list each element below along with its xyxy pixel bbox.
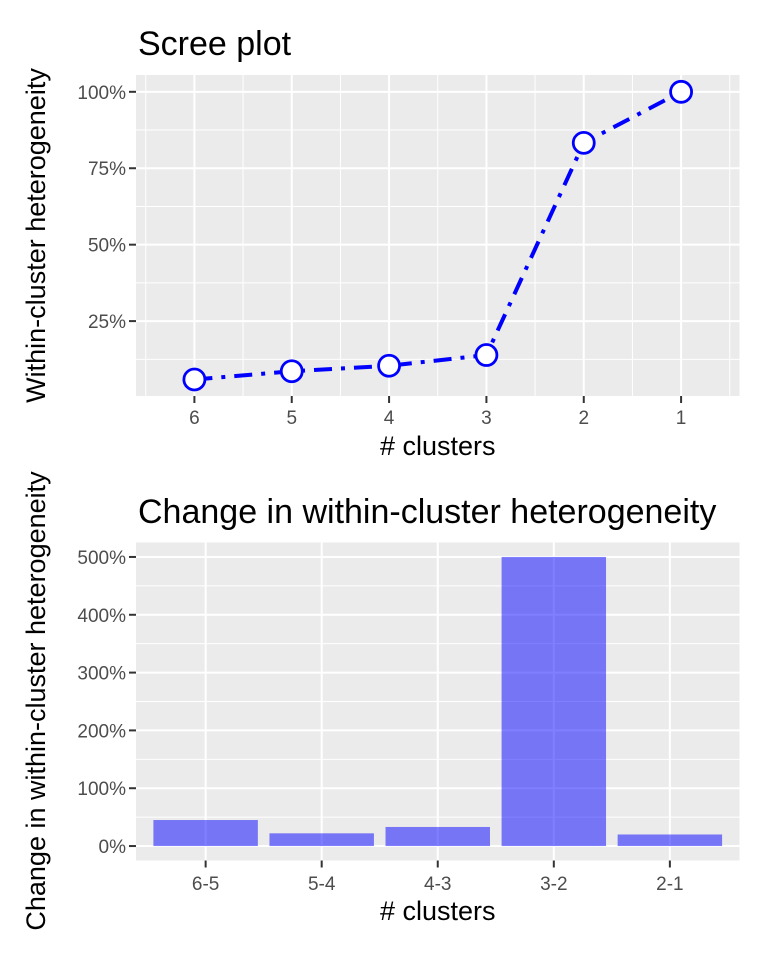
y-tick-label: 25% [88,312,126,333]
x-tick-label: 4-3 [424,874,451,895]
x-tick-label: 6 [189,408,200,429]
scree-y-axis-title: Within-cluster heterogeneity [21,68,51,403]
change-bar [501,556,607,847]
scree-x-axis-title: # clusters [380,431,496,461]
change-bar-chart: 6-5 5-4 4-3 3-2 2-1 0% 100% 200% 300% 400% 500% [77,542,740,895]
scree-data-point [279,359,304,384]
x-tick-label: 3 [481,408,492,429]
scree-data-point [571,130,596,155]
change-bar [153,820,258,847]
change-y-axis-title: Change in within-cluster heterogeneity [21,471,51,931]
scree-data-point [474,343,499,367]
y-tick-label: 100% [77,779,126,800]
scree-data-point [377,353,401,378]
x-tick-label: 5-4 [308,874,336,895]
x-tick-label: 1 [676,408,687,429]
scree-line [194,90,683,382]
change-bar [385,826,490,847]
x-tick-label: 3-2 [540,874,567,895]
y-tick-label: 500% [77,548,126,569]
y-tick-label: 75% [88,159,126,180]
change-bar [269,833,374,847]
scree-plot: 6 5 4 3 2 1 25% 50% 75% 100% [77,75,740,429]
x-tick-label: 5 [286,408,297,429]
scree-data-point [182,367,207,392]
y-tick-label: 400% [77,606,126,627]
scree-data-point [669,79,693,104]
x-tick-label: 6-5 [192,874,219,895]
change-x-axis-title: # clusters [380,896,496,926]
change-plot-title: Change in within-cluster heterogeneity [138,493,716,531]
y-tick-label: 200% [77,721,126,742]
scree-plot-title: Scree plot [138,25,292,63]
y-tick-label: 100% [77,83,126,104]
x-tick-label: 4 [384,408,395,429]
y-tick-label: 50% [88,236,126,257]
y-tick-label: 0% [99,837,127,858]
x-tick-label: 2 [578,408,589,429]
change-bar [617,834,723,847]
x-tick-label: 2-1 [656,874,683,895]
y-tick-label: 300% [77,664,126,685]
